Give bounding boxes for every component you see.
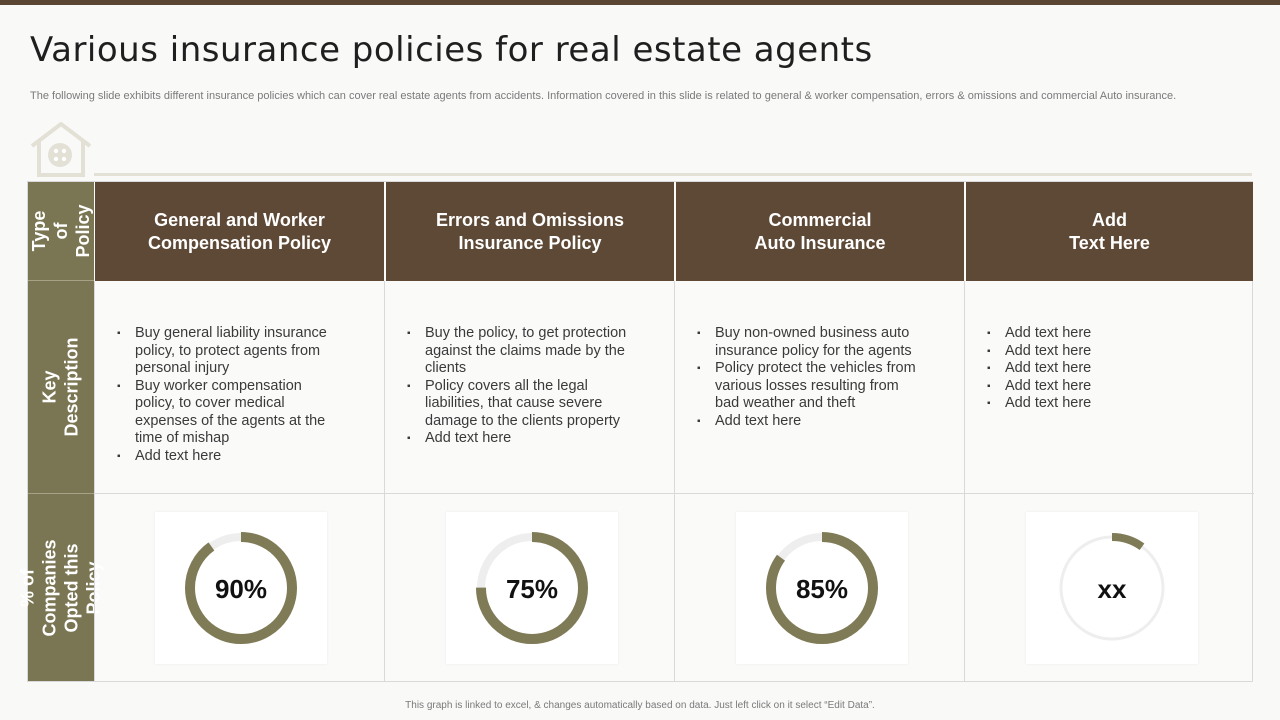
bullet-list: Add text here Add text here Add text her… (987, 325, 1215, 413)
bullet-list: Buy general liability insurance policy, … (117, 325, 345, 465)
description-cell-add-text: Add text here Add text here Add text her… (964, 281, 1254, 494)
row-label-percent: % of Companies Opted this Policy (18, 494, 104, 681)
donut-card: xx (1026, 512, 1198, 664)
donut-cell-errors-omissions: 75% (384, 494, 675, 681)
list-item: Add text here (987, 395, 1215, 413)
column-header-commercial-auto: Commercial Auto Insurance (676, 182, 964, 281)
donut-cell-general-worker: 90% (94, 494, 385, 681)
list-item: Add text here (987, 360, 1215, 378)
bullet-list: Buy non-owned business auto insurance po… (697, 325, 925, 430)
donut-chart-add-text: xx (1057, 533, 1167, 643)
donut-chart-general-worker: 90% (185, 532, 297, 644)
donut-arc-commercial-auto (766, 532, 878, 644)
list-item: Buy worker compensation policy, to cover… (117, 378, 345, 448)
row-label-description-text: Key Description (40, 337, 82, 437)
column-header-general-worker: General and Worker Compensation Policy (95, 182, 384, 281)
top-accent-bar (0, 0, 1280, 5)
donut-cell-commercial-auto: 85% (674, 494, 965, 681)
donut-arc-general-worker (185, 532, 297, 644)
row-label-percent-text: % of Companies Opted this Policy (18, 538, 104, 637)
donut-card: 85% (736, 512, 908, 664)
donut-label-errors-omissions: 75% (506, 574, 558, 604)
footer-note: This graph is linked to excel, & changes… (405, 700, 875, 711)
row-label-description: Key Description (28, 281, 94, 494)
list-item: Buy general liability insurance policy, … (117, 325, 345, 378)
list-item: Add text here (117, 448, 345, 466)
house-icon (30, 122, 92, 177)
header-divider (94, 173, 1252, 176)
list-item: Add text here (697, 413, 925, 431)
column-header-add-text: Add Text Here (966, 182, 1253, 281)
donut-chart-commercial-auto: 85% (766, 532, 878, 644)
donut-card: 90% (155, 512, 327, 664)
column-header-errors-omissions: Errors and Omissions Insurance Policy (386, 182, 674, 281)
description-cell-general-worker: Buy general liability insurance policy, … (94, 281, 385, 494)
list-item: Policy covers all the legal liabilities,… (407, 378, 635, 431)
donut-label-add-text: xx (1098, 574, 1127, 604)
donut-label-general-worker: 90% (215, 574, 267, 604)
row-label-type: Type of Policy (28, 182, 94, 281)
donut-cell-add-text: xx (964, 494, 1254, 681)
donut-card: 75% (446, 512, 618, 664)
list-item: Policy protect the vehicles from various… (697, 360, 925, 413)
donut-label-commercial-auto: 85% (796, 574, 848, 604)
donut-arc-add-text (1057, 533, 1167, 643)
page-title: Various insurance policies for real esta… (30, 30, 873, 70)
list-item: Add text here (987, 378, 1215, 396)
row-label-type-text: Type of Policy (29, 204, 93, 258)
list-item: Add text here (987, 325, 1215, 343)
bullet-list: Buy the policy, to get protection agains… (407, 325, 635, 448)
list-item: Buy non-owned business auto insurance po… (697, 325, 925, 360)
page-subtitle: The following slide exhibits different i… (30, 90, 1177, 102)
donut-chart-errors-omissions: 75% (476, 532, 588, 644)
list-item: Buy the policy, to get protection agains… (407, 325, 635, 378)
description-cell-commercial-auto: Buy non-owned business auto insurance po… (674, 281, 965, 494)
list-item: Add text here (407, 430, 635, 448)
donut-arc-errors-omissions (476, 532, 588, 644)
description-cell-errors-omissions: Buy the policy, to get protection agains… (384, 281, 675, 494)
policy-table: Type of Policy Key Description % of Comp… (18, 181, 1254, 682)
list-item: Add text here (987, 343, 1215, 361)
